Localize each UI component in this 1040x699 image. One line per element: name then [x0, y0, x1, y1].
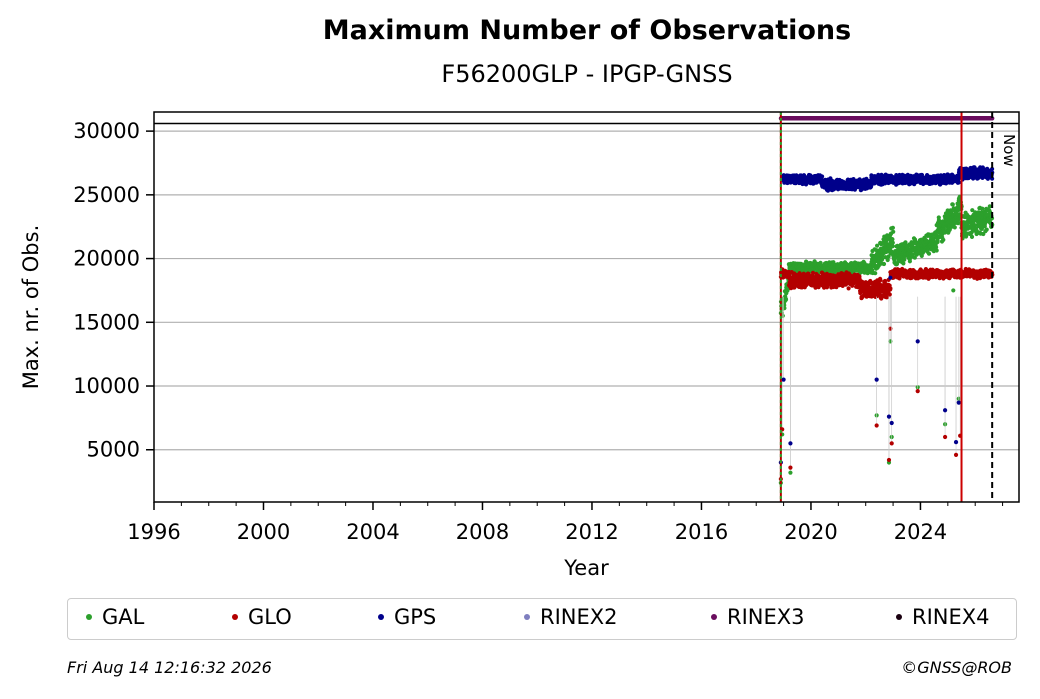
point-gal: [886, 254, 891, 259]
point-gal: [942, 230, 948, 235]
outlier-point-gps: [781, 377, 786, 382]
chart-title: Maximum Number of Observations: [322, 15, 852, 46]
point-gal: [926, 251, 932, 256]
outlier-point-glo: [889, 441, 894, 446]
point-gal: [890, 237, 895, 242]
point-gal: [934, 245, 939, 250]
point-gal: [901, 261, 906, 266]
point-gal: [782, 303, 787, 308]
point-gal: [950, 202, 955, 207]
point-glo: [846, 286, 851, 291]
outlier-point-gps: [888, 275, 893, 280]
point-gal: [885, 257, 890, 263]
point-gal: [969, 234, 975, 239]
series-glo: [778, 266, 995, 482]
point-gal: [890, 225, 896, 230]
outlier-point-glo: [886, 457, 892, 463]
outlier-point-gps: [874, 377, 879, 382]
point-gal: [981, 231, 986, 237]
point-glo: [888, 286, 893, 291]
point-gal: [875, 243, 880, 248]
point-gal: [907, 259, 913, 264]
outlier-point-gps: [915, 339, 920, 344]
point-glo: [810, 270, 816, 275]
point-gal: [970, 208, 975, 213]
point-gal: [890, 244, 895, 249]
outlier-point-gal: [888, 339, 893, 344]
point-gal: [890, 240, 895, 245]
point-glo: [884, 295, 889, 300]
point-glo: [824, 271, 830, 276]
point-gal: [987, 210, 993, 215]
point-gal: [980, 206, 985, 211]
outlier-point-glo: [888, 326, 893, 331]
outlier-point-gps: [788, 441, 793, 446]
point-gal: [902, 257, 907, 262]
point-gal: [912, 255, 917, 260]
point-gal: [873, 271, 878, 276]
point-gal: [987, 204, 992, 209]
point-gal: [879, 257, 885, 262]
point-gal: [972, 223, 977, 228]
point-gal: [935, 239, 940, 245]
point-gps: [820, 174, 825, 179]
outlier-point-gps: [889, 420, 894, 426]
outlier-point-glo: [953, 452, 959, 457]
outlier-point-gal: [951, 288, 956, 293]
outlier-point-glo: [788, 465, 793, 470]
outlier-point-gps: [886, 414, 892, 419]
outlier-point-gal: [788, 470, 793, 475]
point-glo: [887, 292, 892, 297]
outlier-point-gps: [953, 439, 959, 445]
outlier-point-glo: [915, 389, 920, 394]
point-gal: [783, 297, 789, 302]
point-gal: [955, 221, 961, 226]
point-gal: [934, 248, 939, 253]
point-gal: [881, 261, 887, 267]
outlier-point-gps: [956, 400, 961, 405]
outlier-point-gps: [942, 408, 948, 413]
point-gal: [952, 225, 957, 230]
point-glo: [834, 285, 839, 290]
outlier-point-glo: [874, 423, 879, 428]
chart-subtitle: F56200GLP - IPGP-GNSS: [441, 60, 733, 88]
point-gal: [984, 227, 989, 232]
point-gps: [956, 180, 962, 185]
point-gal: [903, 240, 908, 245]
outlier-point-glo: [942, 434, 948, 440]
point-glo: [878, 278, 883, 283]
point-gal: [941, 237, 946, 242]
point-gal: [891, 229, 896, 234]
